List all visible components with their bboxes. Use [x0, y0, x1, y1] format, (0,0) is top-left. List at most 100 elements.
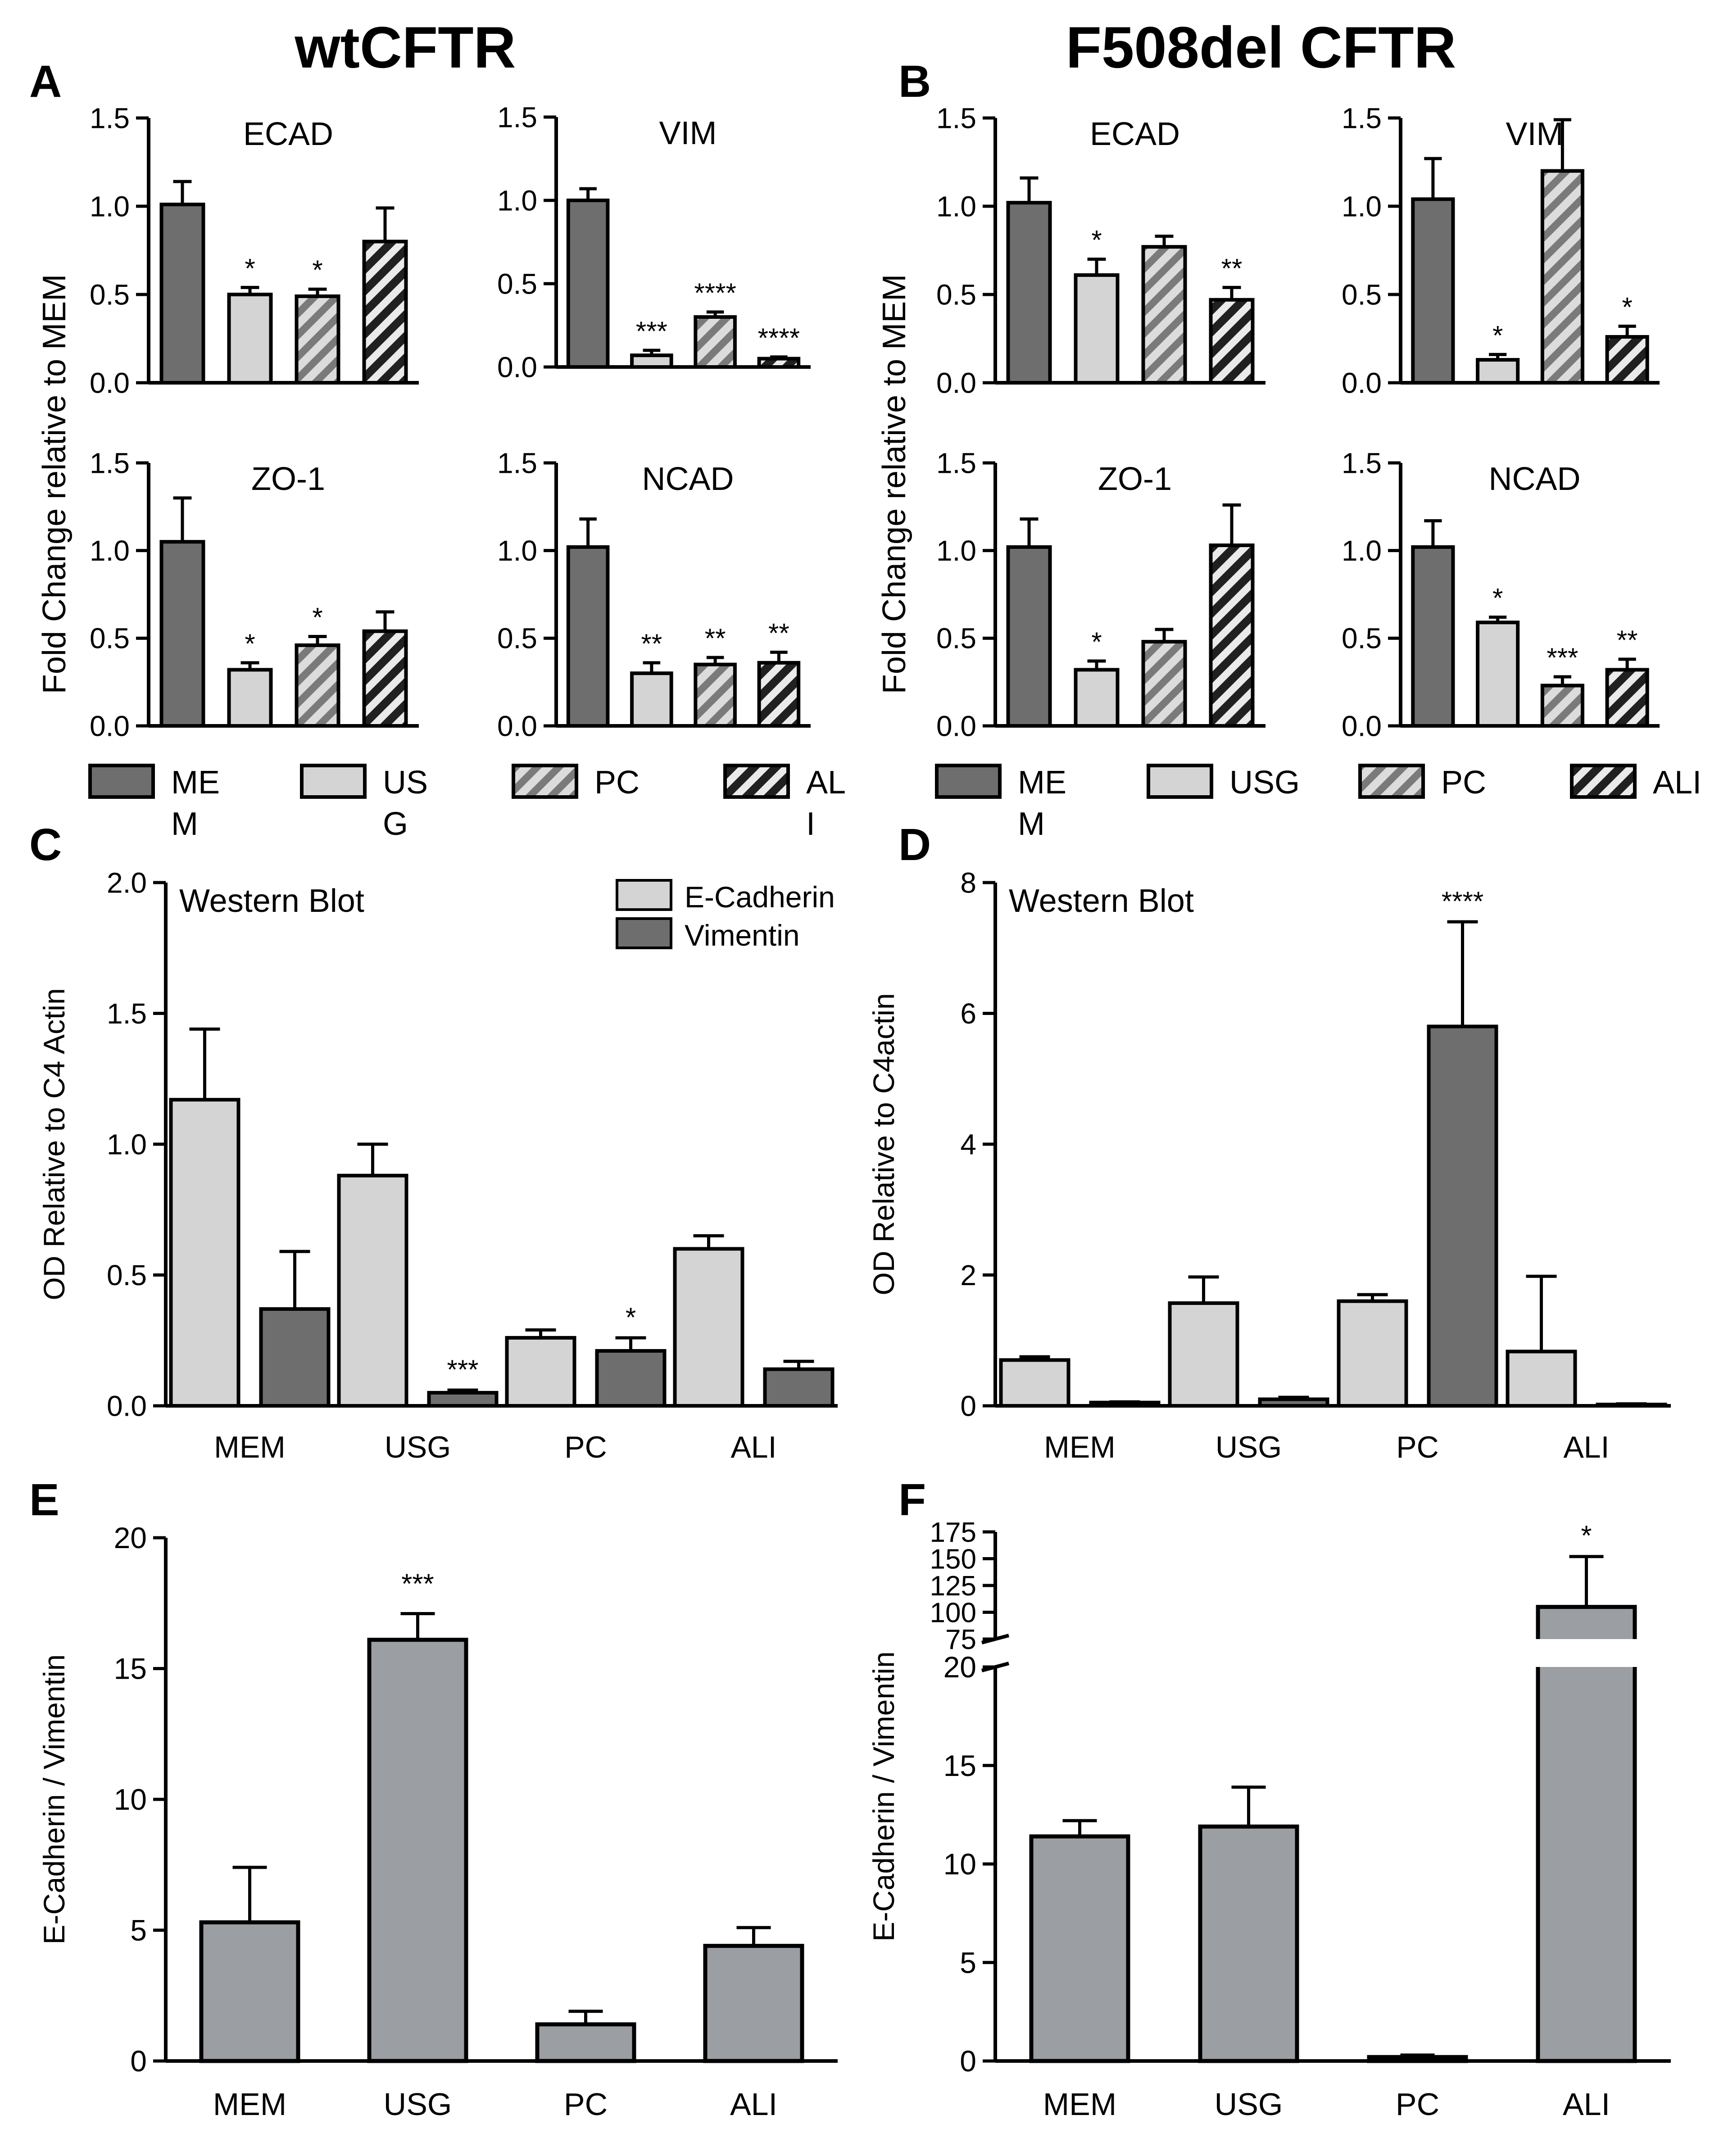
- F-x-tick-label: USG: [1215, 2087, 1283, 2122]
- legend-label-vimentin: Vimentin: [685, 919, 800, 952]
- legend-label: AL: [806, 765, 846, 801]
- legend-label: M: [171, 806, 198, 842]
- panel-letter-a: A: [29, 56, 62, 107]
- A-VIM-bar-mem: [566, 199, 610, 369]
- A-ECAD-sig-label: *: [312, 255, 322, 285]
- B-NCAD-bar-mem: [1411, 545, 1455, 728]
- A-NCAD-y-tick-label: 0.0: [497, 710, 537, 742]
- B-VIM-y-tick-label: 1.5: [1342, 102, 1382, 134]
- A-ECAD-bar-usg: [227, 293, 273, 385]
- D-y-tick-label: 6: [960, 997, 976, 1030]
- C-y-tick-label: 0.0: [107, 1390, 147, 1422]
- B-NCAD-title: NCAD: [1488, 461, 1580, 497]
- C-bar-usg-e-cadherin: [337, 1173, 408, 1408]
- legend-swatch-0: [88, 764, 155, 799]
- B-ZO1-y-tick-label: 1.0: [936, 534, 976, 567]
- F-bar-ali-lower: [1536, 1667, 1637, 2063]
- chart-e: 0 5 10 15 20 E-Cadherin / Vimentin MEM *** USG PC…: [37, 1521, 838, 2122]
- D-x-tick-label: ALI: [1563, 1430, 1609, 1464]
- F-bar-pc: [1367, 2055, 1468, 2063]
- B-ZO1-bar-mem: [1006, 545, 1052, 728]
- C-x-tick-label: USG: [385, 1430, 451, 1464]
- C-x-tick-label: PC: [564, 1430, 607, 1464]
- B-NCAD-y-tick-label: 0.5: [1342, 622, 1382, 655]
- A-ECAD-title: ECAD: [243, 116, 333, 152]
- F-y-tick-label: 5: [960, 1946, 976, 1979]
- B-ECAD-bar-ali: [1209, 298, 1255, 385]
- F-y-tick-label: 10: [943, 1848, 976, 1881]
- F-y-tick-label: 20: [943, 1650, 976, 1684]
- D-title: Western Blot: [1009, 883, 1194, 919]
- chart-a-vim: 0.00.51.01.5 VIM***********: [497, 101, 811, 383]
- B-VIM-title: VIM: [1506, 116, 1563, 152]
- chart-a-ncad: 0.0 0.5 1.0 1.5 NCAD ** ** **: [497, 447, 811, 742]
- legend-label: I: [806, 806, 815, 842]
- B-ECAD-title: ECAD: [1090, 116, 1180, 152]
- D-x-tick-label: MEM: [1044, 1430, 1116, 1464]
- A-NCAD-y-tick-label: 1.5: [497, 447, 537, 479]
- C-bar-pc-e-cadherin: [505, 1336, 576, 1408]
- A-ZO1-title: ZO-1: [251, 461, 325, 497]
- E-bar-usg: [367, 1638, 468, 2063]
- A-ECAD-y-tick-label: 1.5: [90, 102, 130, 134]
- C-y-tick-label: 2.0: [107, 866, 147, 899]
- A-NCAD-y-tick-label: 0.5: [497, 622, 537, 655]
- chart-a-zo1: 0.0 0.5 1.0 1.5 ZO-1 * *: [90, 447, 419, 742]
- D-y-tick-label: 0: [960, 1390, 976, 1422]
- A-VIM-bar-pc: [694, 315, 737, 369]
- B-ZO1-y-tick-label: 0.5: [936, 622, 976, 655]
- panel-letter-f: F: [898, 1475, 926, 1525]
- C-sig-label: *: [626, 1302, 636, 1332]
- C-bar-mem-vimentin: [259, 1307, 331, 1408]
- B-VIM-sig-label: *: [1492, 320, 1503, 350]
- A-NCAD-sig-label: **: [641, 629, 662, 659]
- B-VIM-bar-usg: [1476, 358, 1520, 385]
- C-y-tick-label: 0.5: [107, 1259, 147, 1291]
- D-x-tick-label: PC: [1396, 1430, 1438, 1464]
- A-VIM-bar-usg: [630, 353, 673, 369]
- A-ZO1-sig-label: *: [312, 602, 322, 632]
- B-NCAD-sig-label: *: [1492, 583, 1503, 613]
- C-y-tick-label: 1.5: [107, 997, 147, 1030]
- A-NCAD-bar-usg: [630, 671, 673, 728]
- E-y-tick-label: 15: [114, 1652, 147, 1685]
- A-ECAD-bar-mem: [159, 203, 205, 385]
- A-ZO1-bar-ali: [362, 629, 408, 728]
- B-VIM-bar-ali: [1605, 335, 1649, 385]
- E-y-tick-label: 10: [114, 1783, 147, 1816]
- B-NCAD-bar-pc: [1540, 684, 1584, 728]
- legend-swatch-1: [1147, 764, 1213, 799]
- A-ECAD-y-tick-label: 0.0: [90, 367, 130, 399]
- C-title: Western Blot: [179, 883, 364, 919]
- F-x-tick-label: PC: [1396, 2087, 1439, 2122]
- A-NCAD-bar-pc: [694, 662, 737, 728]
- B-ECAD-bar-usg: [1074, 273, 1120, 385]
- D-bar-usg-vimentin: [1258, 1397, 1329, 1408]
- B-NCAD-y-tick-label: 1.5: [1342, 447, 1382, 479]
- A-VIM-sig-label: ****: [758, 323, 800, 353]
- legend-label: USG: [1229, 765, 1300, 801]
- A-ZO1-y-tick-label: 1.5: [90, 447, 130, 479]
- A-ZO1-sig-label: *: [245, 629, 255, 659]
- legend-label-e-cadherin: E-Cadherin: [685, 880, 835, 914]
- qpcr-ylabel-a: Fold Change relative to MEM: [36, 274, 73, 694]
- F-y-tick-label-upper: 175: [930, 1517, 976, 1548]
- legend-label: ME: [171, 765, 220, 801]
- E-bar-ali: [703, 1943, 804, 2063]
- D-ylabel: OD Relative to C4actin: [867, 993, 900, 1295]
- C-bar-pc-vimentin: [595, 1349, 667, 1408]
- B-ECAD-y-tick-label: 1.5: [936, 102, 976, 134]
- C-x-tick-label: MEM: [214, 1430, 286, 1464]
- D-y-tick-label: 4: [960, 1128, 976, 1160]
- E-x-tick-label: USG: [384, 2087, 452, 2122]
- E-x-tick-label: ALI: [730, 2087, 777, 2122]
- B-VIM-bar-pc: [1540, 169, 1584, 385]
- A-VIM-title: VIM: [659, 115, 717, 151]
- C-y-tick-label: 1.0: [107, 1128, 147, 1160]
- legend-label: G: [383, 806, 408, 842]
- chart-b-ncad: 0.00.51.01.5 NCAD******: [1342, 447, 1660, 742]
- E-y-tick-label: 5: [130, 1914, 147, 1947]
- chart-d: 0 2 4 6 8 Western Blot OD Relative to C4actin M…: [867, 866, 1671, 1464]
